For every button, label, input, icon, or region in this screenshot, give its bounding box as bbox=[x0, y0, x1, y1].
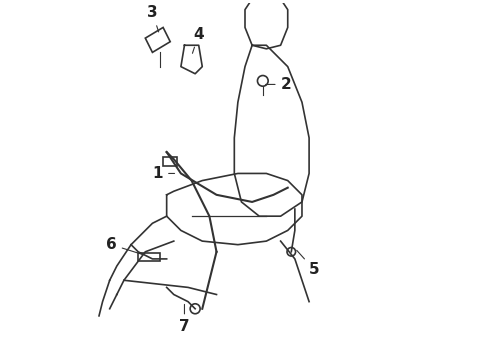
Bar bbox=[138, 253, 160, 261]
Text: 3: 3 bbox=[147, 5, 159, 32]
Circle shape bbox=[287, 248, 295, 256]
Bar bbox=[163, 157, 177, 166]
Text: 1: 1 bbox=[152, 166, 174, 181]
Text: 7: 7 bbox=[179, 305, 190, 334]
Circle shape bbox=[190, 304, 200, 314]
Text: 5: 5 bbox=[297, 250, 319, 278]
Text: 6: 6 bbox=[106, 237, 143, 255]
Text: 4: 4 bbox=[193, 27, 204, 53]
Polygon shape bbox=[146, 27, 170, 53]
Text: 2: 2 bbox=[266, 77, 292, 92]
Polygon shape bbox=[181, 45, 202, 74]
Circle shape bbox=[257, 76, 268, 86]
